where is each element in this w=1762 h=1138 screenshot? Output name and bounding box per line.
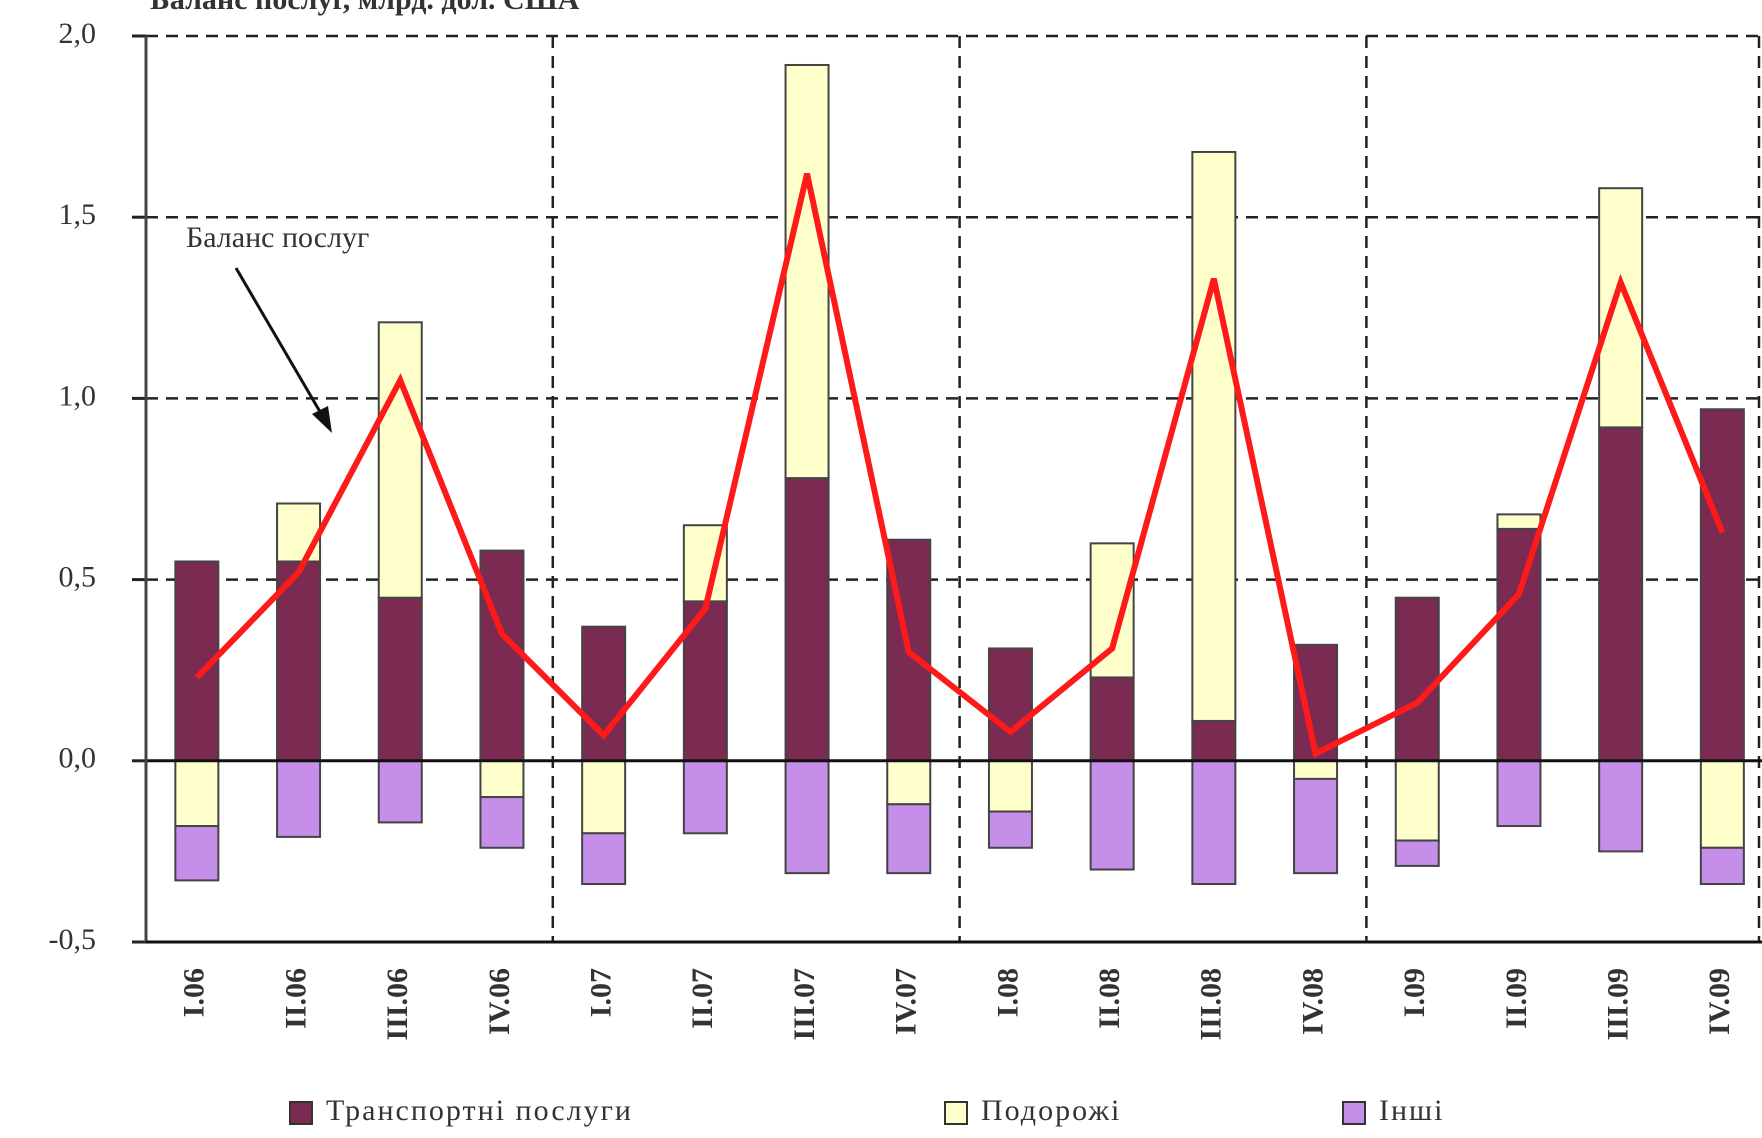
bar bbox=[1394, 596, 1440, 762]
bar bbox=[377, 321, 423, 599]
balance-line bbox=[194, 173, 1726, 758]
bar bbox=[479, 796, 525, 849]
bar bbox=[1191, 759, 1237, 886]
bar bbox=[987, 647, 1033, 762]
x-tick-label: III.08 bbox=[1195, 968, 1228, 1041]
x-tick-label: II.08 bbox=[1093, 968, 1126, 1029]
bar bbox=[1496, 513, 1542, 530]
x-tick-label: II.06 bbox=[279, 968, 312, 1029]
bar bbox=[174, 825, 220, 882]
x-tick-label: I.09 bbox=[1398, 968, 1431, 1017]
x-tick-label: I.08 bbox=[991, 968, 1024, 1017]
bar bbox=[276, 502, 322, 563]
bar bbox=[1394, 839, 1440, 867]
legend-swatch bbox=[944, 1101, 968, 1125]
annotation: Баланс послуг bbox=[186, 221, 369, 254]
bar bbox=[987, 810, 1033, 849]
x-tick-label: II.09 bbox=[1500, 968, 1533, 1029]
bar bbox=[1496, 527, 1542, 762]
legend-swatch bbox=[289, 1101, 313, 1125]
bar bbox=[581, 832, 627, 886]
bar bbox=[1293, 759, 1339, 780]
bar bbox=[784, 63, 830, 480]
annotation-arrow bbox=[234, 267, 328, 423]
x-tick-label: IV.06 bbox=[483, 968, 516, 1035]
bar bbox=[886, 803, 932, 875]
y-tick-label: -0,5 bbox=[49, 923, 97, 956]
bar bbox=[1598, 426, 1644, 762]
bar bbox=[1699, 846, 1745, 886]
y-tick-label: 0,0 bbox=[59, 742, 97, 775]
bar bbox=[784, 477, 830, 762]
bar bbox=[377, 759, 423, 824]
bar bbox=[1598, 187, 1644, 429]
bar bbox=[1191, 719, 1237, 762]
y-tick-label: 0,5 bbox=[59, 560, 97, 593]
x-tick-label: III.09 bbox=[1602, 968, 1635, 1041]
bar bbox=[479, 759, 525, 799]
legend-label: Інші bbox=[1379, 1094, 1444, 1127]
y-tick-label: 2,0 bbox=[59, 17, 97, 50]
x-tick-label: I.07 bbox=[585, 968, 618, 1017]
chart-title: Баланс послуг, млрд. дол. США bbox=[150, 0, 580, 16]
bar bbox=[377, 596, 423, 762]
bar bbox=[1699, 408, 1745, 762]
bar bbox=[581, 759, 627, 835]
arrow-head bbox=[312, 406, 332, 433]
bar bbox=[581, 625, 627, 762]
bar bbox=[1089, 542, 1135, 679]
bar bbox=[1699, 759, 1745, 849]
bar bbox=[1496, 759, 1542, 828]
bar bbox=[1293, 777, 1339, 875]
bar bbox=[174, 759, 220, 828]
x-tick-label: IV.09 bbox=[1703, 968, 1736, 1035]
y-tick-label: 1,5 bbox=[59, 198, 97, 231]
x-tick-label: III.07 bbox=[788, 968, 821, 1041]
bar bbox=[784, 759, 830, 875]
bar bbox=[1598, 759, 1644, 853]
bar bbox=[886, 759, 932, 806]
x-tick-label: IV.07 bbox=[890, 968, 923, 1035]
x-tick-label: I.06 bbox=[178, 968, 211, 1017]
legend-label: Транспортні послуги bbox=[326, 1094, 633, 1127]
bar bbox=[682, 759, 728, 835]
bar bbox=[1191, 150, 1237, 722]
x-tick-label: II.07 bbox=[686, 968, 719, 1029]
x-tick-label: III.06 bbox=[381, 968, 414, 1041]
bar bbox=[1089, 676, 1135, 762]
legend-swatch bbox=[1342, 1101, 1366, 1125]
x-tick-label: IV.08 bbox=[1296, 968, 1329, 1035]
bar bbox=[987, 759, 1033, 813]
y-tick-label: 1,0 bbox=[59, 379, 97, 412]
bar bbox=[1394, 759, 1440, 842]
bar bbox=[276, 759, 322, 838]
legend-label: Подорожі bbox=[981, 1094, 1121, 1127]
bar bbox=[479, 549, 525, 762]
bar bbox=[1089, 759, 1135, 871]
